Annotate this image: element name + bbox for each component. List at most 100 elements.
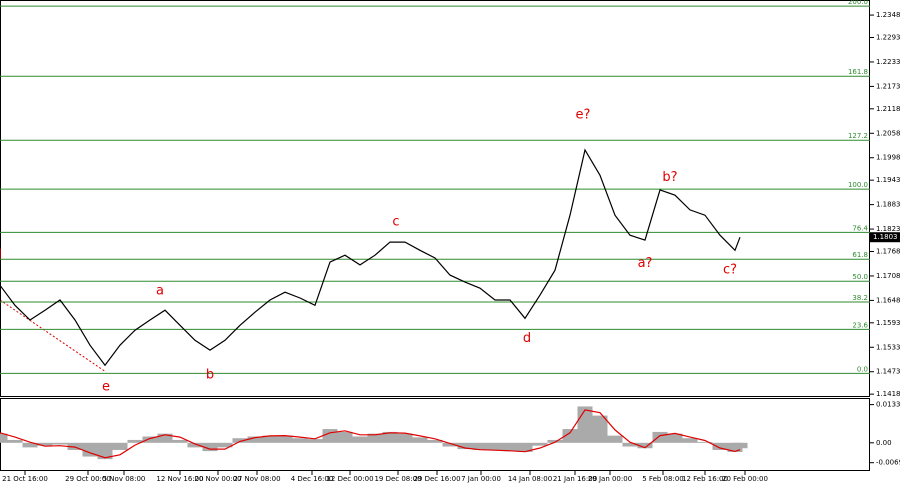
histogram-bar <box>7 439 23 443</box>
histogram-bar <box>22 442 38 448</box>
histogram-bar <box>517 442 533 452</box>
x-tick-label: 12 Dec 00:00 <box>326 475 373 483</box>
x-tick-label: 5 Feb 08:00 <box>642 475 683 483</box>
y-tick-label: 1.1823 <box>876 225 900 233</box>
fib-label: 38.2 <box>852 294 868 302</box>
x-tick-label: 21 Oct 16:00 <box>2 475 48 483</box>
y-tick-label: 0.01334 <box>876 401 900 409</box>
trend-line <box>0 299 107 373</box>
histogram-bar <box>97 442 113 460</box>
y-tick-label: 1.2233 <box>876 58 900 66</box>
x-tick-label: 14 Jan 08:00 <box>508 475 552 483</box>
y-tick-label: 1.2293 <box>876 33 900 41</box>
fib-label: 76.4 <box>852 224 868 232</box>
histogram-bar <box>262 435 278 443</box>
histogram-bar <box>472 442 488 450</box>
fib-label: 161.8 <box>848 68 868 76</box>
wave-label: d <box>523 331 531 346</box>
histogram-bar <box>412 437 428 443</box>
wave-label: b <box>206 367 214 382</box>
histogram-bar <box>217 442 233 448</box>
y-tick-label: 1.1708 <box>876 272 900 280</box>
histogram-bar <box>82 442 98 457</box>
wave-label: c? <box>723 263 737 278</box>
y-tick-label: -0.00695 <box>876 459 900 467</box>
fib-label: 61.8 <box>852 251 868 259</box>
histogram-bar <box>247 436 263 443</box>
wave-label: a? <box>638 256 653 271</box>
y-tick-label: 1.2058 <box>876 129 900 137</box>
histogram-bar <box>427 439 443 443</box>
x-tick-label: 20 Nov 00:00 <box>194 475 241 483</box>
histogram-bar <box>0 433 8 443</box>
y-tick-label: 1.1768 <box>876 247 900 255</box>
y-tick-label: 1.1943 <box>876 176 900 184</box>
x-tick-label: 29 Dec 16:00 <box>413 475 460 483</box>
x-tick-label: 19 Dec 08:00 <box>374 475 421 483</box>
main-frame <box>0 0 870 397</box>
fib-label: 0.0 <box>857 365 868 373</box>
histogram-bar <box>667 433 683 443</box>
y-tick-label: 1.2173 <box>876 82 900 90</box>
histogram-bar <box>367 433 383 443</box>
x-tick-label: 12 Feb 16:00 <box>682 475 728 483</box>
histogram-bar <box>532 442 548 446</box>
histogram-bar <box>592 415 608 443</box>
histogram-bar <box>487 442 503 450</box>
y-tick-label: 1.1998 <box>876 154 900 162</box>
histogram-bar <box>127 439 143 443</box>
histogram-bar <box>112 442 128 450</box>
fib-label: 100.0 <box>848 181 868 189</box>
y-tick-label: 1.2118 <box>876 105 900 113</box>
histogram-bar <box>37 442 53 446</box>
x-tick-label: 21 Jan 16:00 <box>553 475 597 483</box>
histogram-bar <box>277 435 293 443</box>
price-line <box>0 148 741 367</box>
current-price-label: 1.1803 <box>873 233 898 241</box>
y-tick-label: 1.1593 <box>876 319 900 327</box>
fib-label: 23.6 <box>852 321 868 329</box>
y-tick-label: 1.2348 <box>876 11 900 19</box>
x-tick-label: 29 Oct 00:00 <box>65 475 111 483</box>
histogram-bar <box>502 442 518 452</box>
histogram-bar <box>652 431 668 443</box>
fib-label: 200.0 <box>848 0 868 6</box>
histogram-bar <box>547 439 563 443</box>
histogram-bar <box>442 442 458 447</box>
histogram-bar <box>457 442 473 450</box>
histogram-bar <box>172 439 188 443</box>
x-tick-label: 7 Jan 00:00 <box>461 475 501 483</box>
histogram-bar <box>187 442 203 448</box>
y-tick-label: 1.1473 <box>876 368 900 376</box>
histogram-bar <box>202 442 218 452</box>
histogram-bar <box>337 431 353 443</box>
histogram-bar <box>382 431 398 443</box>
histogram-bar <box>352 436 368 443</box>
x-tick-label: 20 Feb 00:00 <box>722 475 768 483</box>
y-tick-label: 1.1533 <box>876 343 900 351</box>
histogram-bar <box>607 435 623 443</box>
histogram-bar <box>397 433 413 443</box>
y-tick-label: 1.1883 <box>876 201 900 209</box>
histogram-bar <box>232 438 248 443</box>
histogram-bar <box>732 442 748 449</box>
fib-label: 50.0 <box>852 273 868 281</box>
histogram-bar <box>562 429 578 443</box>
x-tick-label: 29 Jan 00:00 <box>588 475 632 483</box>
fib-label: 127.2 <box>848 132 868 140</box>
histogram-bar <box>292 438 308 443</box>
wave-label: e? <box>576 107 591 122</box>
signal-line <box>0 409 741 459</box>
histogram-bar <box>322 429 338 443</box>
y-tick-label: 1.1418 <box>876 390 900 398</box>
histogram-bar <box>307 439 323 443</box>
histogram-bar <box>142 436 158 443</box>
histogram-bar <box>622 442 638 447</box>
y-tick-label: 1.1648 <box>876 296 900 304</box>
histogram-bar <box>637 442 653 449</box>
wave-label: I <box>0 248 2 263</box>
x-tick-label: 27 Nov 08:00 <box>233 475 280 483</box>
wave-label: a <box>156 284 164 299</box>
